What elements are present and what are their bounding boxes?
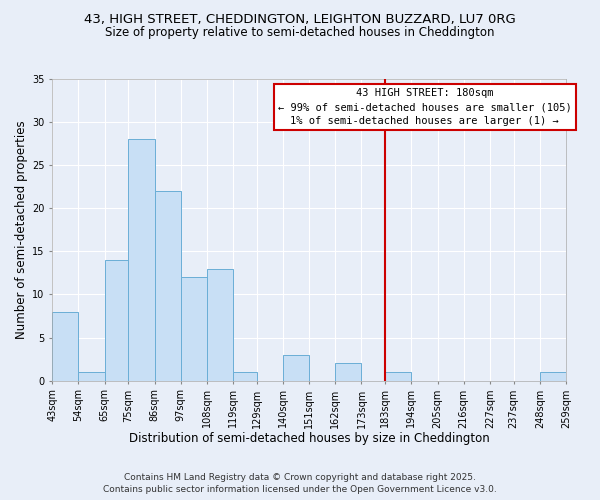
Y-axis label: Number of semi-detached properties: Number of semi-detached properties: [15, 120, 28, 339]
Text: Size of property relative to semi-detached houses in Cheddington: Size of property relative to semi-detach…: [105, 26, 495, 39]
Bar: [79, 372, 104, 380]
Bar: [104, 260, 128, 380]
Text: Contains HM Land Registry data © Crown copyright and database right 2025.
Contai: Contains HM Land Registry data © Crown c…: [103, 472, 497, 494]
Bar: [283, 355, 309, 380]
Text: 43 HIGH STREET: 180sqm
← 99% of semi-detached houses are smaller (105)
1% of sem: 43 HIGH STREET: 180sqm ← 99% of semi-det…: [278, 88, 572, 126]
Text: 43, HIGH STREET, CHEDDINGTON, LEIGHTON BUZZARD, LU7 0RG: 43, HIGH STREET, CHEDDINGTON, LEIGHTON B…: [84, 12, 516, 26]
Bar: [335, 364, 361, 380]
Bar: [233, 372, 257, 380]
Bar: [207, 268, 233, 380]
Bar: [540, 372, 566, 380]
Bar: [181, 278, 207, 380]
Bar: [128, 140, 155, 380]
Bar: [385, 372, 412, 380]
X-axis label: Distribution of semi-detached houses by size in Cheddington: Distribution of semi-detached houses by …: [129, 432, 490, 445]
Bar: [52, 312, 79, 380]
Bar: [155, 191, 181, 380]
